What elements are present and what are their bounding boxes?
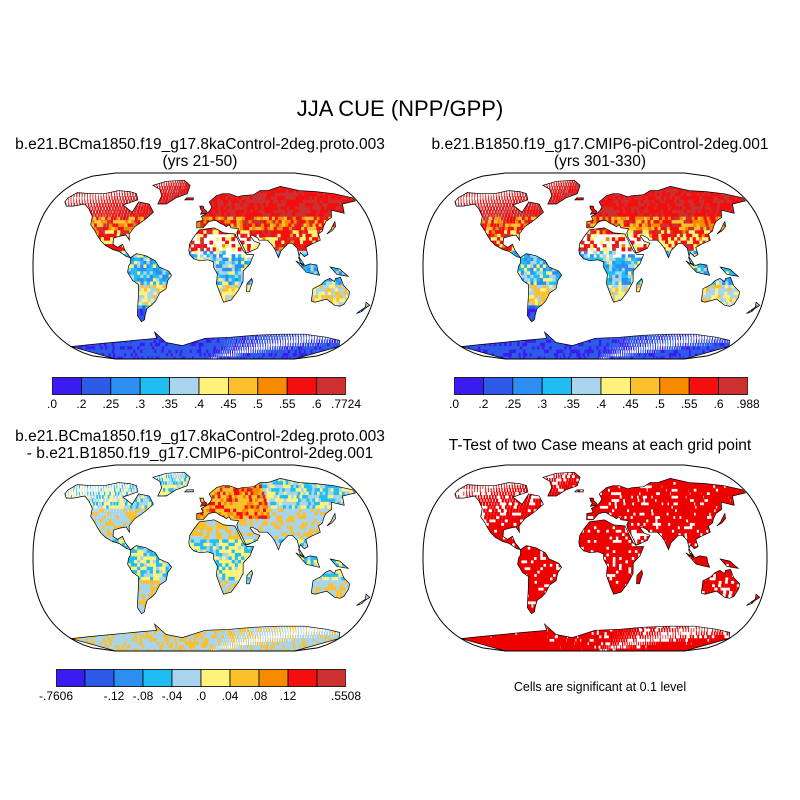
data-cells [454, 472, 760, 652]
colorbar-tick-label: .0 [196, 689, 206, 703]
colorbar-tick-label: .3 [537, 397, 547, 411]
panel4-title: T-Test of two Case means at each grid po… [402, 437, 798, 454]
colorbar-tick-label: .3 [135, 397, 145, 411]
colorbar-swatch [718, 377, 748, 395]
colorbar-tick-label: .2 [478, 397, 488, 411]
panel3-map [32, 464, 378, 652]
colorbar-swatch [198, 377, 229, 395]
colorbar-tick-label: .0 [449, 397, 459, 411]
colorbar-tick-label: .08 [251, 689, 268, 703]
colorbar-swatch [600, 377, 631, 395]
colorbar-swatch [286, 377, 317, 395]
colorbar-swatch [139, 377, 170, 395]
colorbar-tick-label: .35 [563, 397, 580, 411]
map-boundary [422, 464, 768, 652]
colorbar-tick-label: -.7606 [39, 689, 73, 703]
panel2-map [422, 172, 768, 360]
panel1-title-line1: b.e21.BCma1850.f19_g17.8kaControl-2deg.p… [2, 136, 398, 153]
colorbar-swatch [659, 377, 690, 395]
colorbar-tick-label: .45 [622, 397, 639, 411]
colorbar-swatch [80, 377, 112, 395]
colorbar-tick-label: .55 [681, 397, 698, 411]
coastline [64, 471, 371, 652]
colorbar-swatch [512, 377, 543, 395]
colorbar-swatch [541, 377, 572, 395]
panel2-colorbar [454, 377, 748, 395]
colorbar-tick-label: .55 [279, 397, 296, 411]
colorbar-tick-label: -.08 [133, 689, 154, 703]
coastline [454, 471, 761, 652]
panel1-title-line2: (yrs 21-50) [2, 153, 398, 170]
colorbar-swatch [571, 377, 602, 395]
colorbar-swatch [454, 377, 484, 395]
panel3-colorbar-labels: -.7606 -.12 -.08 -.04 .0 .04 .08 .12 .5508 [39, 689, 361, 705]
colorbar-swatch [482, 377, 514, 395]
colorbar-swatch [142, 669, 173, 687]
colorbar-swatch [229, 669, 260, 687]
colorbar-swatch [629, 377, 661, 395]
colorbar-tick-label: .45 [220, 397, 237, 411]
panel2-title-line1: b.e21.B1850.f19_g17.CMIP6-piControl-2deg… [402, 136, 798, 153]
colorbar-tick-label: .35 [161, 397, 178, 411]
map-boundary [32, 464, 378, 652]
colorbar-tick-label: .4 [194, 397, 204, 411]
colorbar-tick-label: .6 [714, 397, 724, 411]
colorbar-swatch [52, 377, 82, 395]
panel3-colorbar [56, 669, 346, 687]
colorbar-tick-label: .7724 [331, 397, 361, 411]
colorbar-tick-label: .0 [47, 397, 57, 411]
map-boundary [422, 172, 768, 360]
colorbar-swatch [200, 669, 231, 687]
panel2-title-line2: (yrs 301-330) [402, 153, 798, 170]
colorbar-swatch [258, 669, 289, 687]
colorbar-swatch [316, 377, 346, 395]
colorbar-tick-label: .4 [596, 397, 606, 411]
panel1-title: b.e21.BCma1850.f19_g17.8kaControl-2deg.p… [2, 136, 398, 170]
colorbar-swatch [257, 377, 288, 395]
panel2-colorbar-labels: .0 .2 .25 .3 .35 .4 .45 .5 .55 .6 .988 [449, 397, 760, 413]
colorbar-swatch [110, 377, 141, 395]
colorbar-tick-label: .6 [312, 397, 322, 411]
colorbar-tick-label: -.12 [104, 689, 125, 703]
colorbar-swatch [171, 669, 202, 687]
colorbar-tick-label: .25 [504, 397, 521, 411]
panel4-map [422, 464, 768, 652]
colorbar-tick-label: .12 [280, 689, 297, 703]
colorbar-tick-label: .25 [102, 397, 119, 411]
colorbar-swatch [227, 377, 259, 395]
colorbar-swatch [56, 669, 86, 687]
colorbar-swatch [113, 669, 144, 687]
map-boundary [32, 172, 378, 360]
panel3-title-line2: - b.e21.B1850.f19_g17.CMIP6-piControl-2d… [2, 445, 398, 462]
colorbar-swatch [169, 377, 200, 395]
colorbar-tick-label: .5 [253, 397, 263, 411]
colorbar-swatch [688, 377, 719, 395]
data-cells [64, 472, 370, 652]
panel1-colorbar [52, 377, 346, 395]
data-cells [64, 180, 370, 360]
data-cells [454, 180, 760, 360]
panel1-colorbar-labels: .0 .2 .25 .3 .35 .4 .45 .5 .55 .6 .7724 [47, 397, 361, 413]
figure-title: JJA CUE (NPP/GPP) [0, 96, 800, 122]
colorbar-tick-label: -.04 [162, 689, 183, 703]
coastline [454, 179, 761, 360]
colorbar-tick-label: .2 [76, 397, 86, 411]
colorbar-swatch [84, 669, 115, 687]
coastline [64, 179, 371, 360]
colorbar-swatch [316, 669, 346, 687]
panel3-title: b.e21.BCma1850.f19_g17.8kaControl-2deg.p… [2, 428, 398, 462]
colorbar-tick-label: .04 [222, 689, 239, 703]
panel4-title-line1: T-Test of two Case means at each grid po… [402, 437, 798, 454]
panel3-title-line1: b.e21.BCma1850.f19_g17.8kaControl-2deg.p… [2, 428, 398, 445]
panel2-title: b.e21.B1850.f19_g17.CMIP6-piControl-2deg… [402, 136, 798, 170]
colorbar-tick-label: .5508 [331, 689, 361, 703]
colorbar-tick-label: .988 [736, 397, 759, 411]
panel1-map [32, 172, 378, 360]
colorbar-tick-label: .5 [655, 397, 665, 411]
significance-note: Cells are significant at 0.1 level [402, 680, 798, 694]
colorbar-swatch [287, 669, 318, 687]
